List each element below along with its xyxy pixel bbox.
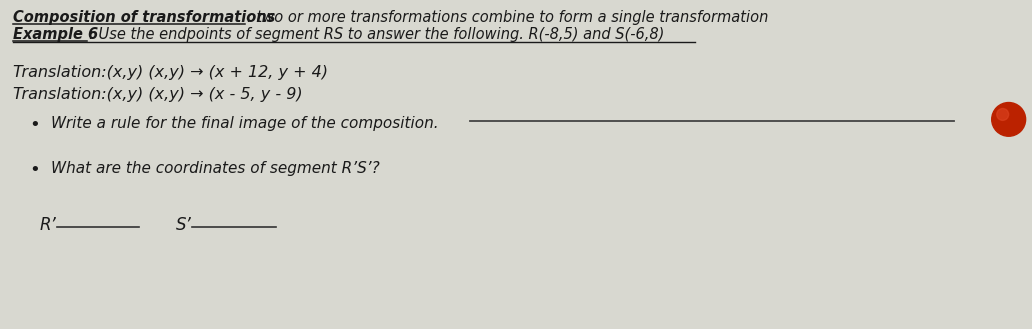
- Text: R’: R’: [39, 215, 56, 234]
- Text: Translation:(x,y) (x,y) → (x - 5, y - 9): Translation:(x,y) (x,y) → (x - 5, y - 9): [13, 87, 303, 102]
- Text: : two or more transformations combine to form a single transformation: : two or more transformations combine to…: [247, 10, 768, 25]
- Text: Translation:(x,y) (x,y) → (x + 12, y + 4): Translation:(x,y) (x,y) → (x + 12, y + 4…: [13, 65, 328, 80]
- Text: Example 6: Example 6: [13, 27, 98, 42]
- Text: : Use the endpoints of segment RS to answer the following. R(-8,5) and S(-6,8): : Use the endpoints of segment RS to ans…: [89, 27, 665, 42]
- Circle shape: [997, 109, 1008, 120]
- Text: •: •: [29, 161, 40, 179]
- Circle shape: [992, 103, 1026, 136]
- Text: S’: S’: [175, 215, 192, 234]
- Text: Composition of transformations: Composition of transformations: [13, 10, 276, 25]
- Text: •: •: [29, 116, 40, 135]
- Text: Write a rule for the final image of the composition.: Write a rule for the final image of the …: [52, 116, 439, 131]
- Text: What are the coordinates of segment R’S’?: What are the coordinates of segment R’S’…: [52, 161, 380, 176]
